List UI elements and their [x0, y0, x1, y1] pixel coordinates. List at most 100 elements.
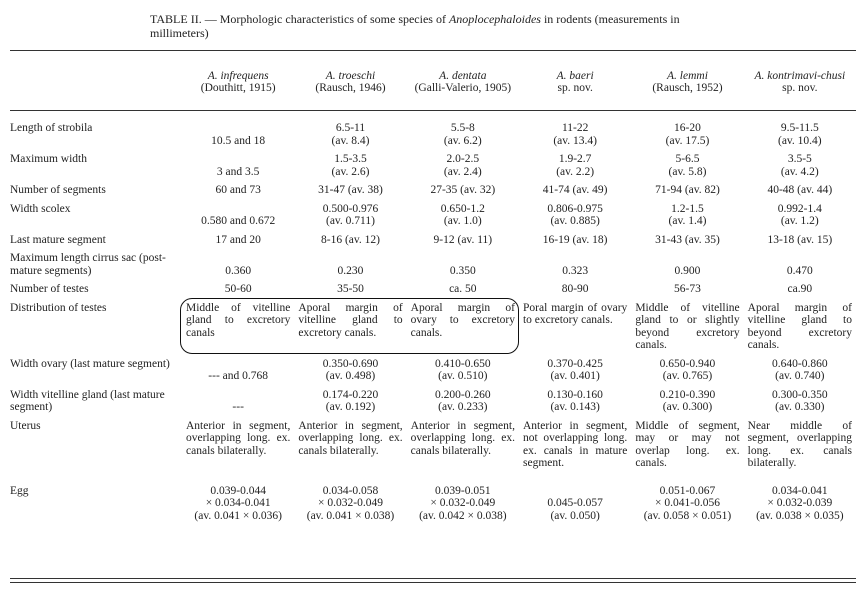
cell: 0.130-0.160 (av. 0.143) [547, 388, 603, 414]
species-name: A. infrequens [207, 69, 269, 82]
header-blank [10, 58, 182, 106]
cell: 0.650-0.940 (av. 0.765) [659, 357, 716, 383]
cell: 27-35 (av. 32) [430, 184, 496, 196]
cell: 0.410-0.650 (av. 0.510) [435, 357, 491, 383]
cell: Middle of vitelline gland to excretory c… [186, 301, 291, 339]
cell: Aporal margin of vitelline gland to beyo… [747, 301, 852, 352]
cell: Anterior in segment, not overlapping lon… [522, 419, 628, 470]
table-row: Last mature segment 17 and 20 8-16 (av. 12… [10, 231, 856, 250]
cell: 0.360 [225, 264, 252, 277]
row-label: Number of segments [10, 184, 106, 196]
authority: sp. nov. [557, 82, 593, 94]
column-header: A. lemmi (Rausch, 1952) [631, 58, 743, 106]
cell: 9.5-11.5 (av. 10.4) [777, 122, 822, 147]
cell: 0.323 [562, 264, 589, 277]
cell: 0.174-0.220 (av. 0.192) [322, 388, 379, 414]
cell: 0.350-0.690 (av. 0.498) [322, 357, 379, 383]
row-label: Egg [10, 484, 29, 497]
table-row: Length of strobila 10.5 and 18 6.5-11 (av.… [10, 106, 856, 150]
row-label: Last mature segment [10, 233, 106, 246]
row-label: Maximum length cirrus sac (post-mature s… [10, 252, 166, 277]
cell: 17 and 20 [215, 233, 261, 246]
cell: 5.5-8 (av. 6.2) [443, 122, 482, 147]
cell: 0.580 and 0.672 [201, 215, 276, 227]
cell: 16-20 (av. 17.5) [665, 122, 710, 147]
cell: 31-47 (av. 38) [318, 184, 383, 196]
cell: 0.370-0.425 (av. 0.401) [547, 357, 603, 383]
species-name: A. kontrimavi-chusi [754, 69, 846, 82]
table-row: Uterus Anterior in segment, overlapping l… [10, 417, 856, 473]
cell: 3 and 3.5 [216, 165, 260, 178]
cell: 0.039-0.044 × 0.034-0.041 (av. 0.041 × 0… [194, 484, 282, 522]
species-name: A. lemmi [667, 69, 708, 82]
authority: (Galli-Valerio, 1905) [414, 82, 512, 94]
cell: 8-16 (av. 12) [321, 233, 380, 246]
cell: Anterior in segment, overlapping long. e… [298, 419, 403, 457]
caption-end: in rodents (measurements in millimeters) [150, 12, 680, 40]
rule [10, 582, 856, 583]
rule [10, 50, 856, 51]
cell: Middle of vitelline gland to or slightly… [635, 301, 740, 352]
cell: 2.0-2.5 (av. 2.4) [443, 153, 482, 178]
cell: 0.500-0.976 (av. 0.711) [322, 202, 379, 228]
row-label: Width ovary (last mature segment) [10, 357, 170, 370]
table-row: Width vitelline gland (last mature segme… [10, 386, 856, 417]
cell: ca. 50 [449, 283, 477, 295]
highlight-outline [180, 297, 519, 354]
cell: 0.034-0.058 × 0.032-0.049 (av. 0.041 × 0… [306, 484, 395, 522]
rule [10, 578, 856, 579]
authority: (Douthitt, 1915) [200, 82, 276, 94]
caption-text: — Morphologic characteristics of some sp… [204, 12, 446, 26]
row-label: Width scolex [10, 202, 71, 215]
caption-genus: Anoplocephaloides [448, 12, 541, 26]
header-row: A. infrequens (Douthitt, 1915) A. troeschi… [10, 58, 856, 106]
cell: ca.90 [787, 283, 813, 295]
cell: Anterior in segment, overlapping long. e… [410, 419, 515, 457]
cell: 80-90 [561, 283, 589, 295]
cell: Anterior in segment, overlapping long. e… [186, 419, 291, 457]
cell: 0.640-0.860 (av. 0.740) [772, 357, 828, 383]
table-row: Distribution of testes Middle of vitellin… [10, 299, 856, 355]
cell: 0.350 [449, 264, 476, 277]
cell: 3.5-5 (av. 4.2) [780, 153, 819, 178]
cell: 0.900 [674, 264, 701, 277]
cell: 40-48 (av. 44) [767, 184, 833, 196]
table-row: Maximum width 3 and 3.5 1.5-3.5 (av. 2.6) 2… [10, 150, 856, 181]
cell: 1.5-3.5 (av. 2.6) [331, 153, 370, 178]
cell: 5-6.5 (av. 5.8) [668, 153, 707, 178]
cell: 16-19 (av. 18) [542, 233, 608, 246]
caption-label: TABLE II. [150, 12, 202, 26]
table-row: Width ovary (last mature segment) --- and… [10, 355, 856, 386]
cell: 13-18 (av. 15) [767, 233, 833, 246]
cell: 41-74 (av. 49) [542, 184, 608, 196]
cell: 0.300-0.350 (av. 0.330) [772, 388, 828, 414]
cell: 0.470 [786, 264, 813, 277]
cell: 0.992-1.4 (av. 1.2) [777, 202, 822, 228]
cell: 35-50 [337, 283, 364, 295]
column-header: A. dentata (Galli-Valerio, 1905) [407, 58, 519, 106]
row-label: Width vitelline gland (last mature segme… [10, 388, 165, 414]
table-row: Number of segments 60 and 73 31-47 (av. 38… [10, 181, 856, 200]
column-header: A. troeschi (Rausch, 1946) [294, 58, 406, 106]
cell: 10.5 and 18 [211, 134, 266, 147]
column-header: A. baeri sp. nov. [519, 58, 631, 106]
column-header: A. kontrimavi-chusi sp. nov. [744, 58, 856, 106]
cell: 0.034-0.041 × 0.032-0.039 (av. 0.038 × 0… [756, 484, 844, 522]
cell: --- and 0.768 [208, 370, 269, 382]
cell: 1.9-2.7 (av. 2.2) [556, 153, 595, 178]
species-name: A. troeschi [325, 69, 376, 82]
column-header: A. infrequens (Douthitt, 1915) [182, 58, 294, 106]
cell: 60 and 73 [215, 184, 261, 196]
row-label: Length of strobila [10, 122, 93, 134]
cell: 9-12 (av. 11) [433, 233, 493, 246]
rule [10, 110, 856, 111]
table-row: Maximum length cirrus sac (post-mature s… [10, 249, 856, 280]
cell: 0.650-1.2 (av. 1.0) [440, 202, 485, 228]
row-label: Number of testes [10, 283, 89, 295]
authority: (Rausch, 1946) [315, 82, 386, 94]
cell: Poral margin of ovary to excretory canal… [522, 301, 628, 327]
cell: 0.039-0.051 × 0.032-0.049 (av. 0.042 × 0… [419, 484, 507, 522]
cell: 6.5-11 (av. 8.4) [331, 122, 370, 147]
authority: sp. nov. [782, 82, 818, 94]
row-label: Maximum width [10, 153, 87, 165]
